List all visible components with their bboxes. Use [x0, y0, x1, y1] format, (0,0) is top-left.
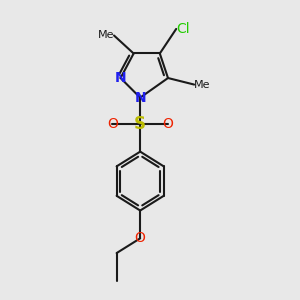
Text: N: N — [115, 71, 126, 85]
Text: O: O — [163, 117, 173, 131]
Text: Cl: Cl — [176, 22, 190, 36]
Text: N: N — [134, 91, 146, 105]
Text: O: O — [135, 231, 146, 245]
Text: Me: Me — [194, 80, 211, 90]
Text: S: S — [134, 115, 146, 133]
Text: Me: Me — [98, 31, 114, 40]
Text: O: O — [107, 117, 118, 131]
